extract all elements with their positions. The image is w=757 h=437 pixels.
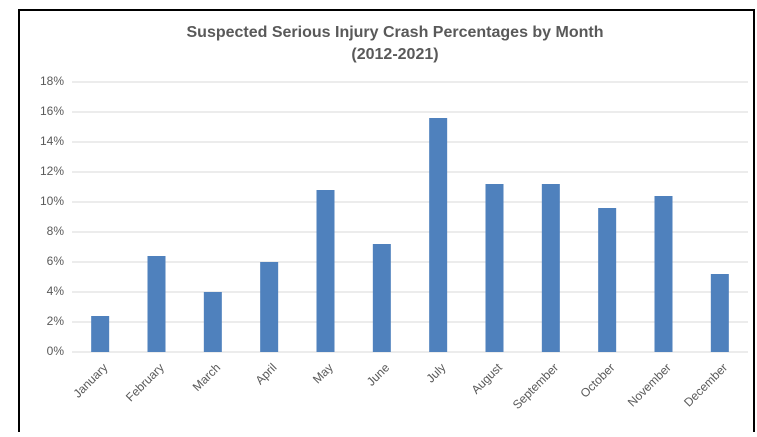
y-tick-label: 16% (40, 104, 64, 118)
bar (260, 262, 279, 352)
bar (372, 244, 391, 352)
y-tick-label: 12% (40, 164, 64, 178)
bar (147, 256, 166, 352)
y-tick-label: 2% (47, 314, 65, 328)
bar (541, 184, 560, 352)
y-tick-label: 4% (47, 284, 65, 298)
bar (203, 292, 222, 352)
y-tick-label: 18% (40, 74, 64, 88)
bar (316, 190, 335, 352)
chart-frame (18, 9, 755, 437)
y-tick-label: 6% (47, 254, 65, 268)
bar (710, 274, 729, 352)
bar (485, 184, 504, 352)
chart-subtitle: (2012-2021) (351, 46, 438, 63)
bar (429, 118, 448, 352)
y-tick-label: 0% (47, 344, 65, 358)
bar (91, 316, 110, 352)
bar (598, 208, 617, 352)
chart-title: Suspected Serious Injury Crash Percentag… (187, 24, 604, 41)
y-tick-label: 14% (40, 134, 64, 148)
y-tick-label: 10% (40, 194, 64, 208)
y-tick-label: 8% (47, 224, 65, 238)
bar (654, 196, 673, 352)
